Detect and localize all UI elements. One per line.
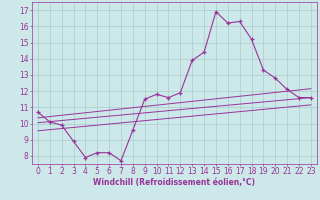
X-axis label: Windchill (Refroidissement éolien,°C): Windchill (Refroidissement éolien,°C) — [93, 178, 255, 187]
